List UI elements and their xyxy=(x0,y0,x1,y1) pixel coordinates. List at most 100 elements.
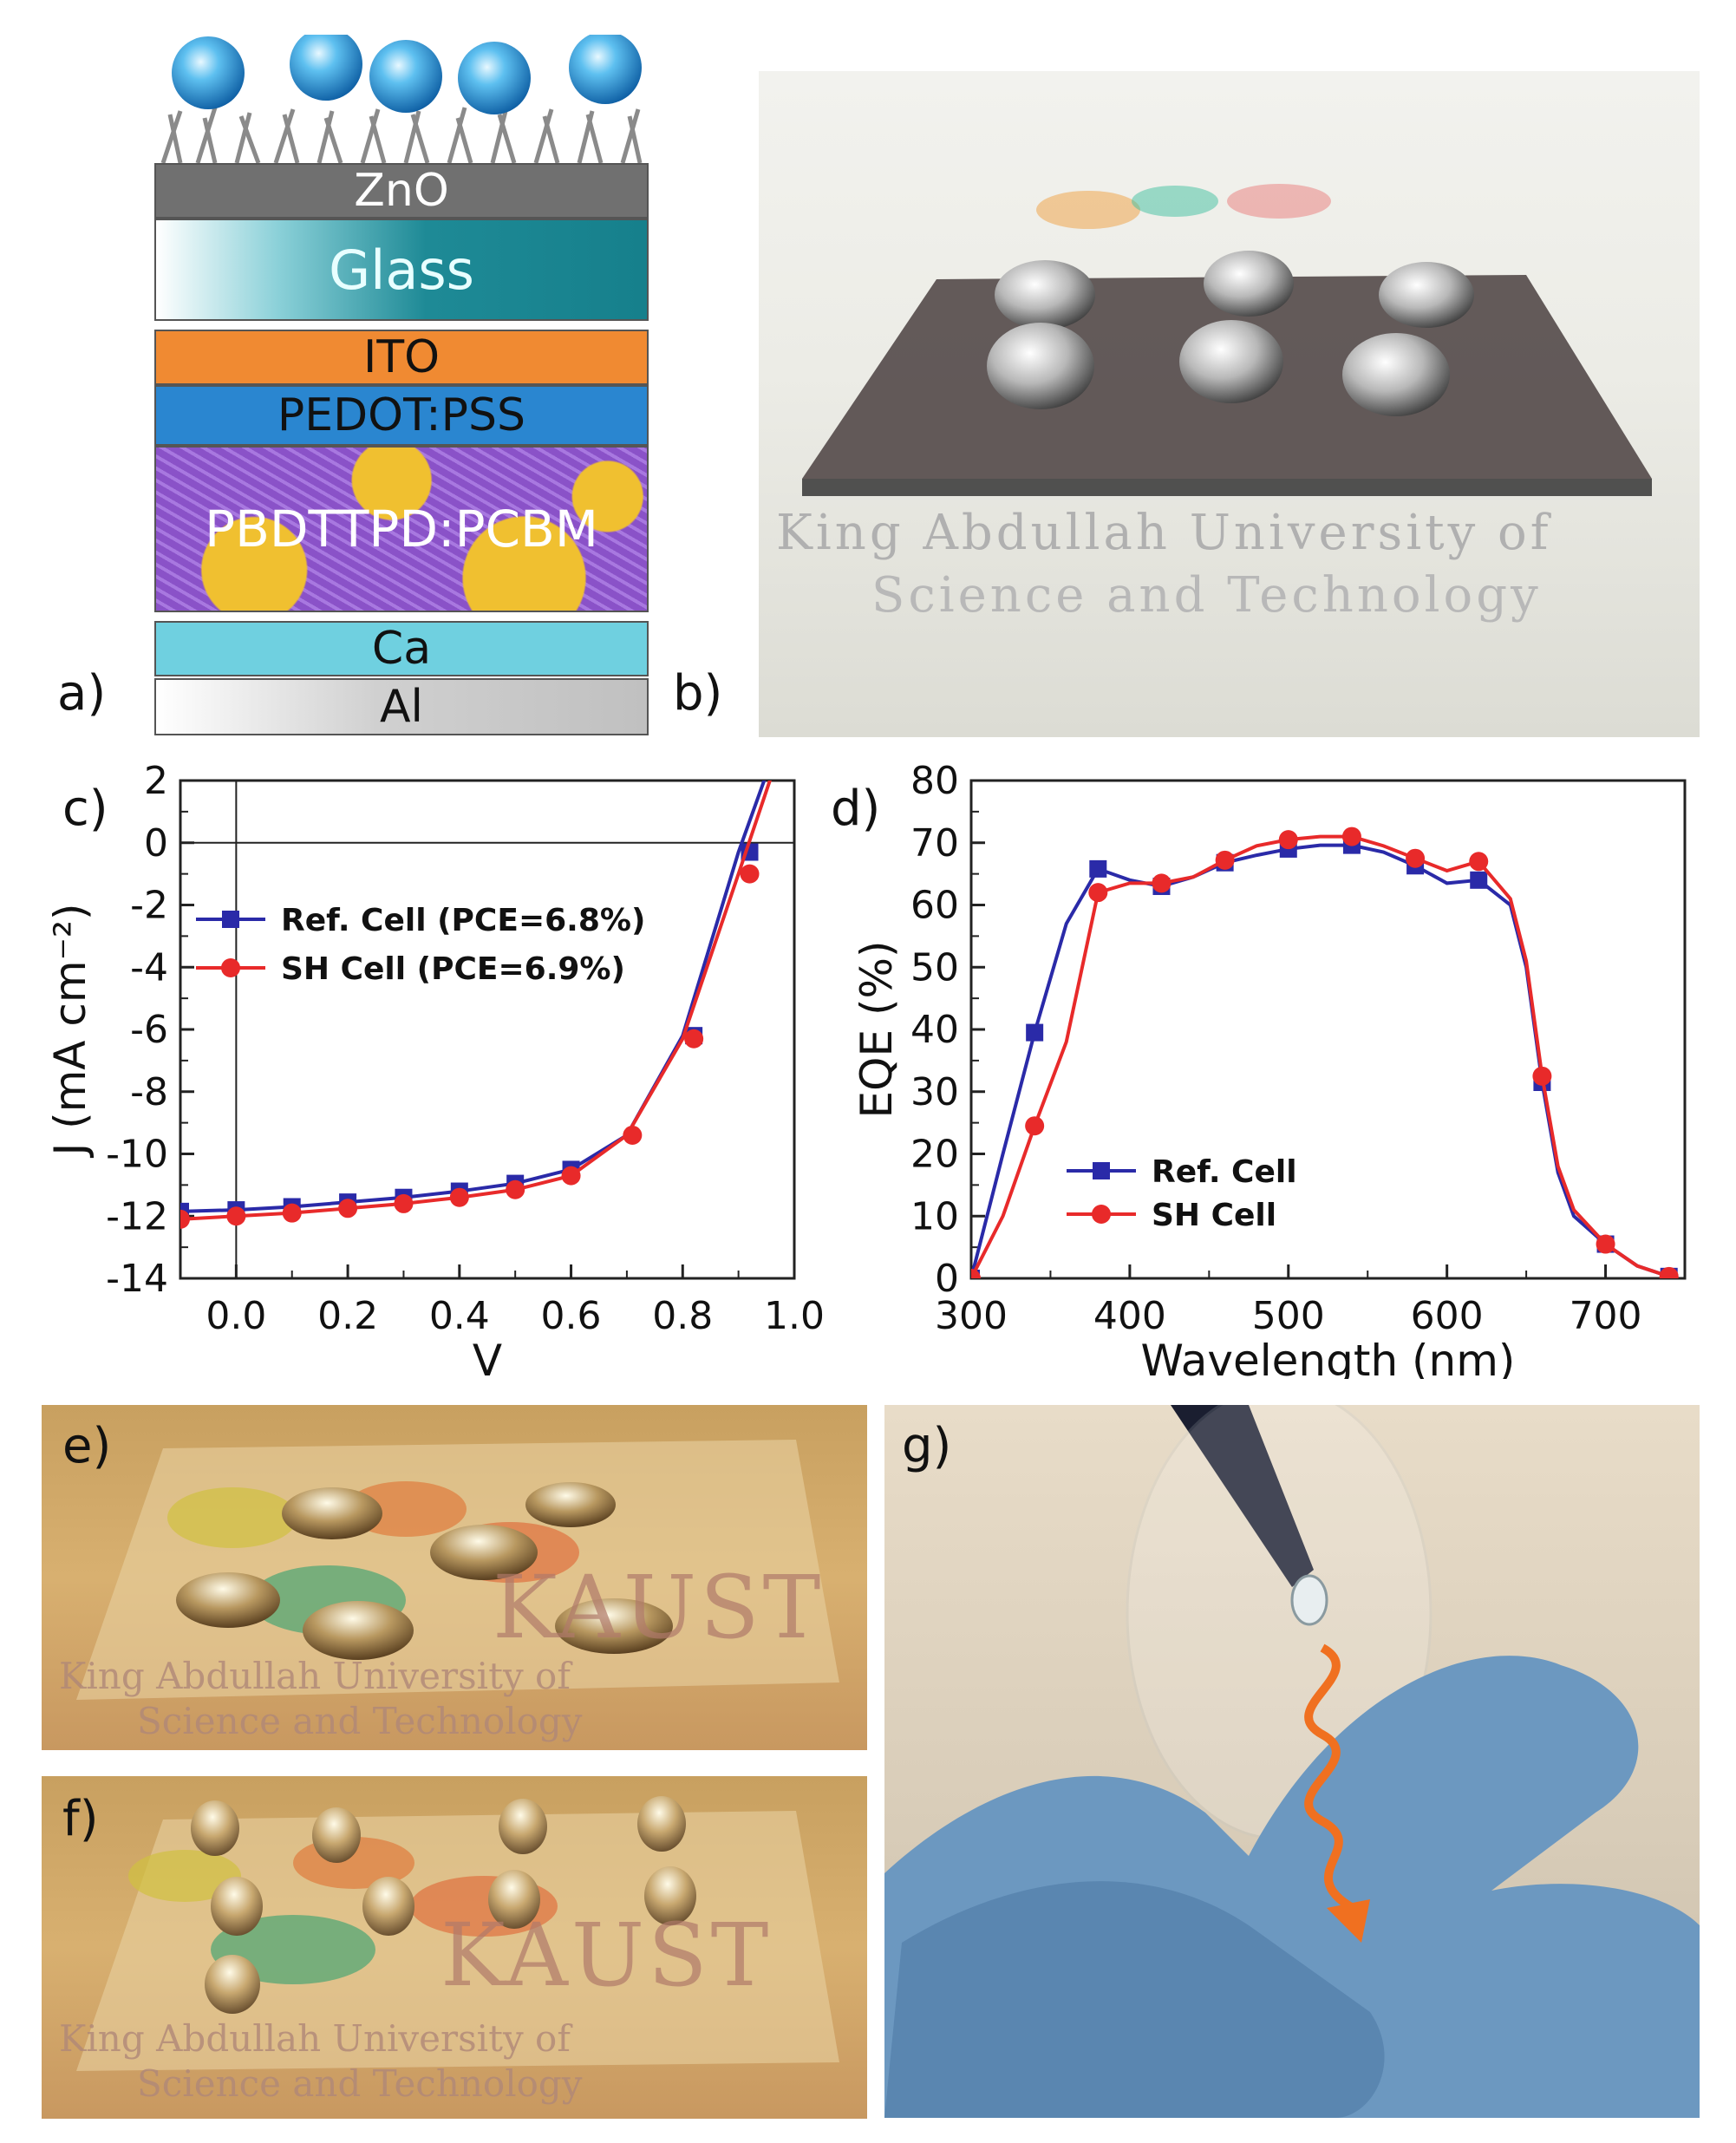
legend-label: SH Cell (PCE=6.9%) xyxy=(281,951,625,987)
data-point xyxy=(1088,883,1108,903)
data-point xyxy=(1152,873,1171,893)
layer-ito-label: ITO xyxy=(362,331,441,383)
y-axis-label: J (mA cm⁻²) xyxy=(45,903,95,1158)
water-droplet xyxy=(569,35,642,104)
plot-frame xyxy=(969,779,1687,1280)
y-tick-label: -12 xyxy=(106,1194,168,1238)
layer-ca-label: Ca xyxy=(371,623,432,675)
water-droplet xyxy=(172,36,245,109)
layer-al: Al xyxy=(154,678,649,735)
y-tick-label: -10 xyxy=(106,1133,168,1177)
layer-pedot-pss-label: PEDOT:PSS xyxy=(277,389,526,441)
x-tick-label: 0.0 xyxy=(206,1294,266,1338)
data-point xyxy=(1025,1116,1045,1136)
y-tick-label: -8 xyxy=(130,1070,168,1114)
layer-active-label: PBDTTPD:PCBM xyxy=(205,500,598,559)
series-line xyxy=(180,781,772,1221)
y-tick-label: 30 xyxy=(910,1070,959,1114)
x-axis-label: V xyxy=(473,1336,502,1379)
layer-glass-label: Glass xyxy=(329,238,474,302)
photo-e-text-line2: Science and Technology xyxy=(137,1700,583,1742)
data-point xyxy=(449,1187,469,1207)
data-point xyxy=(1469,852,1489,872)
data-point xyxy=(282,1203,302,1223)
data-point xyxy=(1026,1023,1044,1042)
photo-b-text-line1: King Abdullah University of xyxy=(776,505,1552,561)
panel-label-d: d) xyxy=(831,781,881,837)
layer-active: PBDTTPD:PCBM xyxy=(154,446,649,612)
legend-label: SH Cell xyxy=(1152,1198,1276,1233)
x-tick-label: 0.8 xyxy=(652,1294,713,1338)
panel-label-a: a) xyxy=(57,665,107,722)
chart-eqe: 300 400 500 600 700 80 70 60 50 40 30 20 10 0 Waveleng… xyxy=(858,763,1687,1379)
layer-zno: ZnO xyxy=(154,163,649,219)
data-point xyxy=(1532,1066,1552,1086)
data-point xyxy=(971,1269,981,1278)
x-tick-label: 0.6 xyxy=(541,1294,602,1338)
y-tick-label: 40 xyxy=(910,1008,959,1052)
photo-g-flexible-film-in-hand xyxy=(884,1405,1700,2118)
data-point xyxy=(623,1125,643,1145)
y-tick-label: -6 xyxy=(130,1008,168,1052)
y-tick-label: 10 xyxy=(910,1194,959,1238)
legend-marker xyxy=(1093,1162,1110,1179)
water-droplet xyxy=(458,42,531,114)
panel-label-c: c) xyxy=(62,781,108,837)
x-axis-label: Wavelength (nm) xyxy=(1141,1336,1516,1379)
legend-marker xyxy=(221,958,240,977)
series-ref-cell xyxy=(971,836,1678,1278)
data-point xyxy=(338,1199,358,1219)
data-point xyxy=(561,1166,581,1186)
y-tick-label: 0 xyxy=(935,1257,959,1301)
data-point xyxy=(1470,871,1488,889)
legend-label: Ref. Cell xyxy=(1152,1154,1297,1190)
panel-label-b: b) xyxy=(673,665,723,722)
photo-e-logo-text: KAUST xyxy=(493,1557,825,1658)
legend-marker xyxy=(1092,1205,1111,1224)
chart-jv: 0.0 0.2 0.4 0.6 0.8 1.0 2 0 -2 -4 -6 -8 -10 -12 -14 V J … xyxy=(45,763,825,1379)
y-tick-label: 2 xyxy=(144,763,168,803)
y-tick-label: -4 xyxy=(130,945,168,990)
x-tick-label: 700 xyxy=(1570,1294,1642,1338)
photo-e-droplets-on-film: KAUST King Abdullah University of Scienc… xyxy=(42,1405,867,1750)
data-point xyxy=(1215,850,1235,870)
y-tick-label: 80 xyxy=(910,763,959,803)
layer-al-label: Al xyxy=(379,681,424,733)
panel-label-e: e) xyxy=(62,1418,112,1474)
series-sh-cell xyxy=(971,826,1679,1278)
data-point xyxy=(394,1193,414,1213)
photo-f-text-line2: Science and Technology xyxy=(137,2062,583,2105)
data-point xyxy=(1596,1234,1615,1254)
photo-b-droplets-on-device: King Abdullah University of Science and … xyxy=(759,71,1700,737)
series-ref-cell xyxy=(180,781,767,1220)
layer-ca: Ca xyxy=(154,621,649,676)
series-line xyxy=(180,781,767,1213)
data-point xyxy=(506,1179,525,1199)
pipette-tip xyxy=(1171,1405,1314,1587)
x-tick-label: 400 xyxy=(1093,1294,1166,1338)
data-point xyxy=(1278,830,1298,850)
y-tick-label: 60 xyxy=(910,884,959,928)
panel-a-device-stack: ZnO Glass ITO PEDOT:PSS PBDTTPD:PCBM Ca … xyxy=(154,35,649,737)
series-sh-cell xyxy=(180,781,772,1229)
legend-label: Ref. Cell (PCE=6.8%) xyxy=(281,903,645,938)
series-line xyxy=(971,834,1670,1278)
layer-ito: ITO xyxy=(154,330,649,385)
photo-b-text-line2: Science and Technology xyxy=(871,567,1542,624)
y-tick-label: 50 xyxy=(910,945,959,990)
x-tick-label: 1.0 xyxy=(764,1294,825,1338)
panel-label-g: g) xyxy=(902,1418,952,1474)
x-tick-label: 0.4 xyxy=(429,1294,490,1338)
photo-e-text-line1: King Abdullah University of xyxy=(59,1655,571,1697)
x-tick-label: 300 xyxy=(935,1294,1008,1338)
x-tick-label: 500 xyxy=(1252,1294,1325,1338)
data-point xyxy=(1659,1266,1679,1278)
data-point xyxy=(1089,859,1107,878)
y-tick-label: -2 xyxy=(130,884,168,928)
water-droplet xyxy=(369,40,442,113)
data-point xyxy=(226,1206,246,1226)
y-tick-label: 70 xyxy=(910,821,959,866)
layer-zno-label: ZnO xyxy=(354,165,449,217)
nanorods xyxy=(160,107,643,164)
layer-pedot-pss: PEDOT:PSS xyxy=(154,385,649,446)
